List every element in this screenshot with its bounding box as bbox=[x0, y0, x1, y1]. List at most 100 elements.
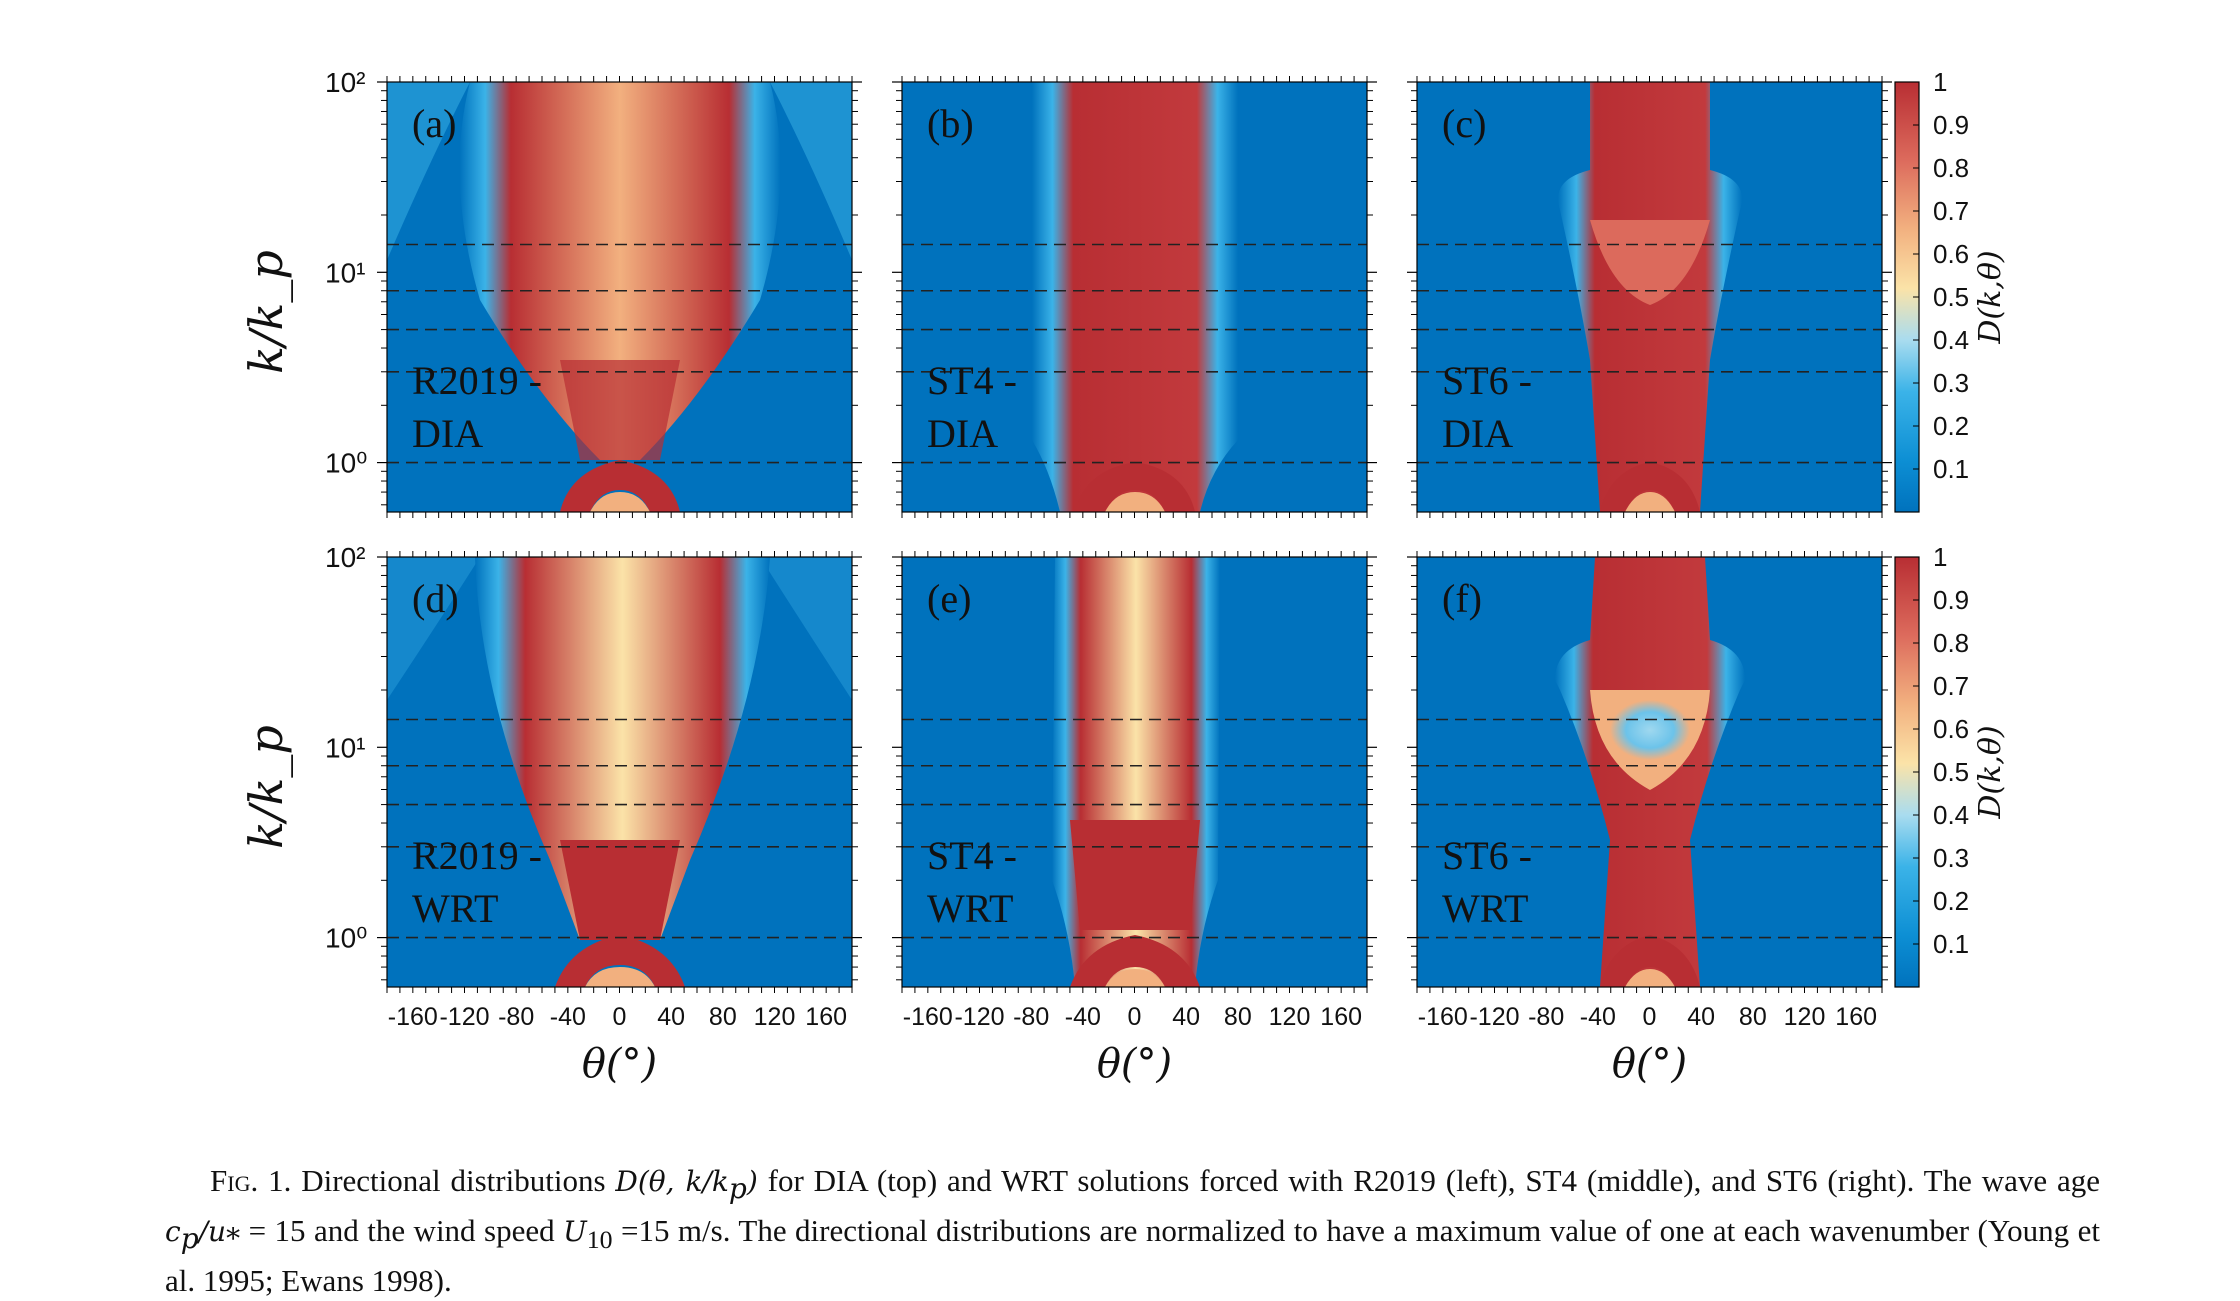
caption-math-d-sub: p bbox=[728, 1172, 747, 1206]
caption-fig-label: Fig. 1. bbox=[210, 1163, 292, 1198]
colorbar-tick-label: 1 bbox=[1933, 67, 1947, 97]
colorbar-label: D(k,θ) bbox=[1973, 725, 2008, 819]
panel-label-source: ST4 - bbox=[927, 833, 1017, 878]
x-tick-label: 160 bbox=[1835, 1003, 1877, 1031]
x-tick-label: 80 bbox=[709, 1003, 737, 1031]
panel-f-heatmap bbox=[1417, 557, 1882, 987]
colorbar-tick-label: 0.4 bbox=[1933, 325, 1969, 355]
panel-label-source: R2019 - bbox=[412, 358, 542, 403]
colorbar-tick-label: 0.7 bbox=[1933, 671, 1969, 701]
x-tick-label: 160 bbox=[1320, 1003, 1362, 1031]
panel-label-source: ST6 - bbox=[1442, 833, 1532, 878]
panel-label-method: WRT bbox=[412, 886, 498, 931]
caption-math-u: U bbox=[563, 1215, 587, 1249]
x-tick-label: -120 bbox=[439, 1003, 489, 1031]
y-axis-label: k/k_p bbox=[239, 725, 293, 849]
x-tick-label: 80 bbox=[1739, 1003, 1767, 1031]
x-tick-label: -40 bbox=[1580, 1003, 1616, 1031]
panel-d-heatmap bbox=[387, 557, 852, 987]
panel-letter: (c) bbox=[1442, 101, 1486, 146]
y-tick-label: 10¹ bbox=[325, 732, 365, 763]
x-tick-label: 80 bbox=[1224, 1003, 1252, 1031]
colorbar-tick-label: 0.8 bbox=[1933, 153, 1969, 183]
panel-label-method: WRT bbox=[1442, 886, 1528, 931]
y-axis-label: k/k_p bbox=[239, 250, 293, 374]
colorbar-tick-label: 0.5 bbox=[1933, 757, 1969, 787]
y-tick-label: 10² bbox=[325, 67, 365, 98]
colorbar-tick-label: 0.5 bbox=[1933, 282, 1969, 312]
colorbar-tick-label: 0.2 bbox=[1933, 411, 1969, 441]
caption-math-ustar-sub: * bbox=[226, 1222, 241, 1256]
colorbar-tick-label: 0.7 bbox=[1933, 196, 1969, 226]
colorbar-tick-label: 0.6 bbox=[1933, 714, 1969, 744]
colorbar-tick-label: 0.2 bbox=[1933, 886, 1969, 916]
x-tick-label: 40 bbox=[1687, 1003, 1715, 1031]
x-tick-label: -160 bbox=[903, 1003, 953, 1031]
colorbar-tick-label: 0.3 bbox=[1933, 368, 1969, 398]
axes-layer: (a) R2019 - DIA 10⁰ 10¹ 10² k/k_p (b) ST4 - DIA (c… bbox=[239, 67, 1892, 1087]
x-tick-label: -80 bbox=[1013, 1003, 1049, 1031]
panel-c-heatmap bbox=[1417, 82, 1882, 512]
x-tick-label: 0 bbox=[1128, 1003, 1142, 1031]
panel-label-method: WRT bbox=[927, 886, 1013, 931]
caption-math-cp-sub: p bbox=[180, 1222, 199, 1256]
x-tick-label: -80 bbox=[1528, 1003, 1564, 1031]
caption-math-cp-end: /u bbox=[198, 1215, 227, 1249]
colorbar-ticks: 0.1 0.2 0.3 0.4 0.5 0.6 0.7 0.8 0.9 1 D(k,θ) 0.1 0.2… bbox=[1913, 67, 2008, 959]
y-tick-label: 10¹ bbox=[325, 257, 365, 288]
x-tick-label: 120 bbox=[754, 1003, 796, 1031]
caption-math-cp: c bbox=[165, 1215, 181, 1249]
figure-panels: (a) R2019 - DIA 10⁰ 10¹ 10² k/k_p (b) ST4 - DIA (c… bbox=[239, 67, 2008, 1087]
colorbar-tick-label: 0.4 bbox=[1933, 800, 1969, 830]
caption-math-u-sub: 10 bbox=[586, 1225, 613, 1255]
x-tick-label: 160 bbox=[805, 1003, 847, 1031]
caption-math-d-end: ) bbox=[746, 1165, 758, 1198]
y-tick-label: 10⁰ bbox=[325, 923, 367, 954]
x-tick-label: -40 bbox=[550, 1003, 586, 1031]
colorbar-tick-label: 0.1 bbox=[1933, 929, 1969, 959]
figure-caption: Fig. 1. Directional distributions D(θ, k… bbox=[165, 1160, 2100, 1301]
x-tick-label: -120 bbox=[1469, 1003, 1519, 1031]
y-tick-label: 10² bbox=[325, 542, 365, 573]
x-axis-label: θ(°) bbox=[1097, 1041, 1172, 1087]
panel-label-method: DIA bbox=[412, 411, 483, 456]
caption-part3: = 15 and the wind speed bbox=[240, 1213, 564, 1249]
colorbar-tick-label: 0.1 bbox=[1933, 454, 1969, 484]
panel-label-method: DIA bbox=[1442, 411, 1513, 456]
colorbar-tick-label: 0.8 bbox=[1933, 628, 1969, 658]
colorbar-tick-label: 0.9 bbox=[1933, 585, 1969, 615]
x-tick-label: 120 bbox=[1269, 1003, 1311, 1031]
panel-letter: (e) bbox=[927, 576, 971, 621]
panel-label-method: DIA bbox=[927, 411, 998, 456]
x-axis-label: θ(°) bbox=[1612, 1041, 1687, 1087]
x-tick-label: 40 bbox=[1172, 1003, 1200, 1031]
panel-letter: (f) bbox=[1442, 576, 1482, 621]
panel-a-heatmap bbox=[387, 82, 852, 512]
x-tick-label: -120 bbox=[954, 1003, 1004, 1031]
y-tick-label: 10⁰ bbox=[325, 448, 367, 479]
x-tick-label: -40 bbox=[1065, 1003, 1101, 1031]
panel-letter: (b) bbox=[927, 101, 974, 146]
colorbar-tick-label: 0.3 bbox=[1933, 843, 1969, 873]
caption-part1: Directional distributions bbox=[291, 1163, 616, 1198]
panel-label-source: ST4 - bbox=[927, 358, 1017, 403]
caption-part2: for DIA (top) and WRT solutions forced w… bbox=[757, 1163, 2100, 1198]
x-tick-label: 0 bbox=[1643, 1003, 1657, 1031]
x-axis-label: θ(°) bbox=[582, 1041, 657, 1087]
x-tick-label: -160 bbox=[1418, 1003, 1468, 1031]
panel-letter: (a) bbox=[412, 101, 456, 146]
colorbar-tick-label: 0.6 bbox=[1933, 239, 1969, 269]
x-tick-label: 120 bbox=[1784, 1003, 1826, 1031]
x-tick-label: -160 bbox=[388, 1003, 438, 1031]
panel-label-source: R2019 - bbox=[412, 833, 542, 878]
panel-letter: (d) bbox=[412, 576, 459, 621]
panel-b-heatmap bbox=[902, 82, 1367, 512]
colorbar-tick-label: 1 bbox=[1933, 542, 1947, 572]
colorbar-label: D(k,θ) bbox=[1973, 250, 2008, 344]
x-tick-label: 40 bbox=[657, 1003, 685, 1031]
x-tick-label: 0 bbox=[613, 1003, 627, 1031]
caption-math-d: D(θ, k/k bbox=[615, 1165, 729, 1198]
panel-label-source: ST6 - bbox=[1442, 358, 1532, 403]
x-tick-label: -80 bbox=[498, 1003, 534, 1031]
colorbar-tick-label: 0.9 bbox=[1933, 110, 1969, 140]
